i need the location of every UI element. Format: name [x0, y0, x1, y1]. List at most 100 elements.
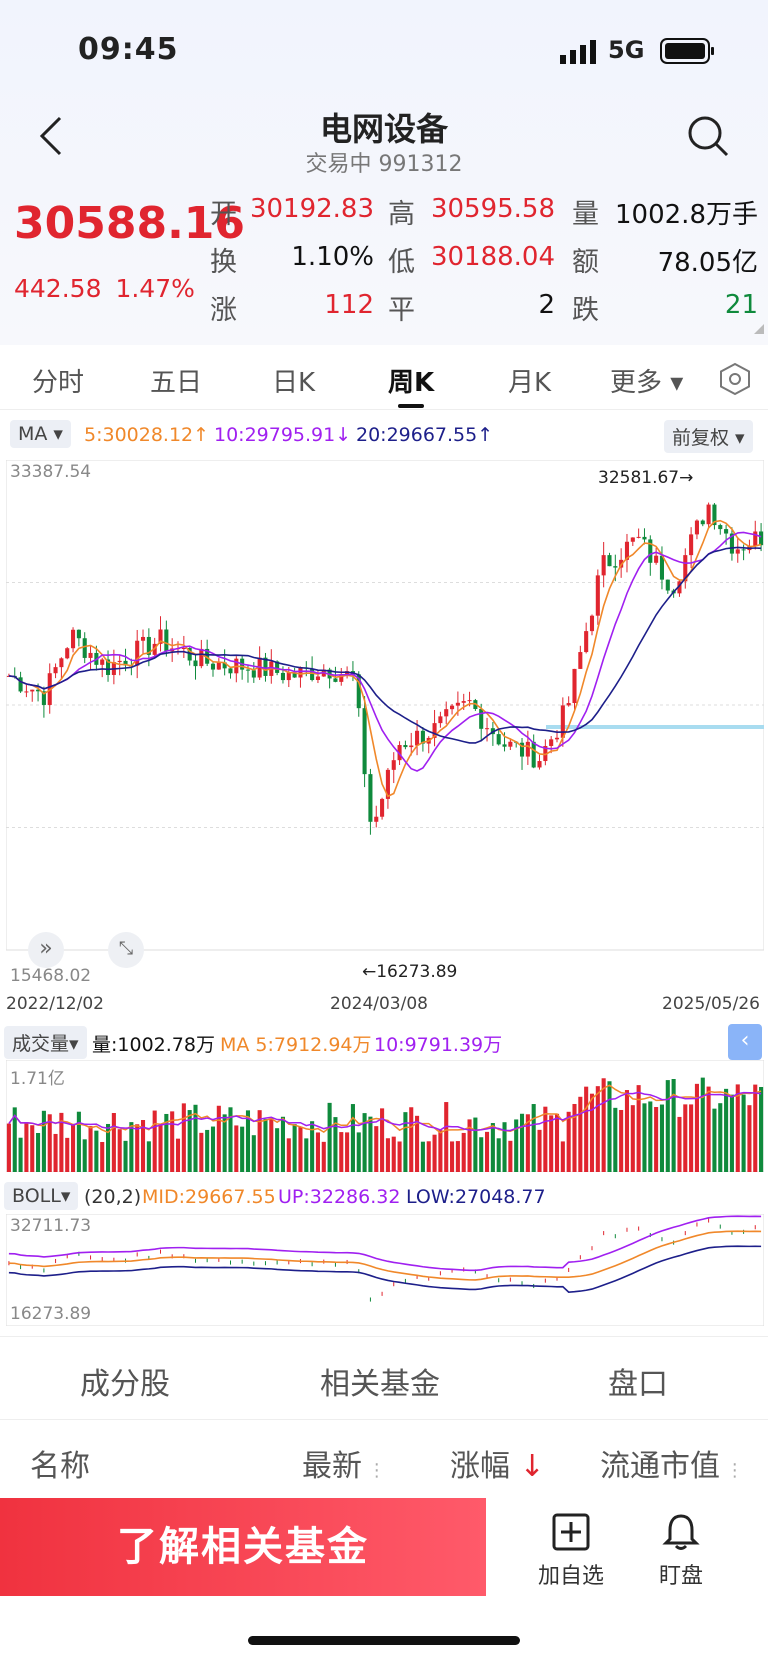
volume-bar [152, 1110, 157, 1172]
adjust-selector[interactable]: 前复权 ▾ [664, 420, 753, 453]
tab-constituents[interactable]: 成分股 [80, 1367, 170, 1402]
monitor-label: 盯盘 [658, 1564, 703, 1589]
volume-bar [712, 1108, 717, 1172]
volume-bar [595, 1086, 600, 1172]
volume-bar [82, 1139, 87, 1172]
kline-candle [525, 741, 530, 757]
kline-chart[interactable] [6, 460, 764, 990]
volume-bar [409, 1107, 414, 1172]
boll-mid: MID:29667.55 [142, 1186, 276, 1208]
kline-candle [549, 739, 554, 746]
volume-bar [292, 1124, 297, 1172]
col-change[interactable]: 涨幅 ↓ [450, 1441, 545, 1485]
col-latest[interactable]: 最新 ⋮ [302, 1449, 386, 1484]
stat-label: 开 [210, 199, 237, 230]
volume-bar [759, 1086, 764, 1172]
volume-bar [210, 1126, 216, 1172]
kline-candle [654, 555, 659, 563]
stat-value: 30188.04 [430, 242, 555, 272]
volume-bar [199, 1132, 204, 1172]
kline-candle [630, 537, 635, 542]
fullscreen-icon[interactable]: ⤡ [108, 932, 144, 968]
volume-bar [508, 1140, 513, 1172]
settings-hex-icon[interactable] [718, 362, 752, 396]
tab-related-funds[interactable]: 相关基金 [320, 1367, 440, 1402]
stat-value: 112 [324, 290, 374, 320]
date-end: 2025/05/26 [662, 994, 760, 1014]
kline-candle [554, 737, 560, 740]
tab-weekly-k[interactable]: 周K [388, 362, 434, 408]
kline-candle [689, 534, 694, 556]
period-tabs: 分时 五日 日K 周K 月K 更多 ▾ [0, 348, 768, 410]
volume-bar [455, 1141, 460, 1172]
kline-candle [187, 648, 192, 661]
volume-bar [642, 1103, 647, 1172]
volume-bar [467, 1119, 472, 1172]
kline-candle [531, 741, 536, 768]
ma-selector[interactable]: MA ▾ [10, 420, 71, 448]
volume-bar [6, 1123, 11, 1172]
volume-bar [339, 1132, 344, 1172]
home-indicator [248, 1636, 520, 1645]
kline-candle [117, 660, 122, 663]
volume-ma10: 10:9791.39万 [374, 1034, 503, 1056]
ma-legend: MA ▾ 5:30028.12↑ 10:29795.91↓ 20:29667.5… [0, 418, 768, 453]
kline-candle [659, 555, 665, 580]
stat-label: 平 [388, 295, 415, 326]
tab-more[interactable]: 更多 ▾ [610, 368, 684, 398]
bell-icon [662, 1514, 700, 1550]
tab-minute[interactable]: 分时 [32, 368, 85, 398]
tab-order-book[interactable]: 盘口 [608, 1367, 668, 1402]
tab-monthly-k[interactable]: 月K [508, 368, 552, 398]
change-percent: 1.47% [115, 274, 195, 303]
kline-candle [624, 541, 630, 560]
col-name[interactable]: 名称 [30, 1449, 90, 1484]
expand-corner-icon[interactable] [754, 324, 764, 334]
volume-bar [263, 1119, 268, 1172]
current-price: 30588.16 [14, 198, 246, 249]
kline-candle [315, 676, 320, 680]
volume-bar [461, 1132, 466, 1172]
volume-bar [659, 1104, 665, 1172]
add-square-icon [552, 1513, 590, 1551]
volume-bar [613, 1107, 618, 1172]
kline-candle [694, 520, 699, 535]
expand-arrows-icon[interactable]: » [28, 932, 64, 968]
collapse-panel-icon[interactable]: ‹ [728, 1024, 762, 1060]
kline-candle [100, 659, 105, 665]
tab-five-day[interactable]: 五日 [150, 368, 203, 398]
volume-bar [385, 1138, 390, 1172]
kline-candle [677, 581, 682, 594]
boll-selector[interactable]: BOLL▾ [4, 1182, 79, 1210]
volume-bar [228, 1107, 233, 1172]
kline-candle [380, 798, 385, 817]
learn-funds-button[interactable]: 了解相关基金 [0, 1498, 486, 1596]
monitor-button[interactable]: 盯盘 [636, 1512, 726, 1590]
volume-bar [677, 1116, 682, 1172]
volume-ma-line [8, 1091, 762, 1132]
volume-bar [432, 1134, 437, 1172]
kline-candle [601, 555, 606, 576]
col-market-cap[interactable]: 流通市值 ⋮ [600, 1449, 744, 1484]
kline-candle [415, 730, 420, 746]
volume-selector[interactable]: 成交量▾ [4, 1026, 87, 1059]
add-watchlist-button[interactable]: 加自选 [526, 1512, 616, 1590]
volume-bar [327, 1102, 332, 1172]
volume-bar [648, 1101, 653, 1172]
signal-icon [560, 40, 596, 64]
stat-value: 2 [538, 290, 555, 320]
top-background [0, 0, 768, 345]
kline-candle [706, 504, 711, 525]
volume-bar [65, 1137, 70, 1172]
kline-candle [735, 549, 740, 554]
back-icon[interactable] [38, 116, 64, 156]
kline-y-bottom: 15468.02 [10, 966, 92, 986]
search-icon[interactable] [686, 114, 730, 158]
kline-candle [374, 816, 379, 822]
ma10-value: 10:29795.91↓ [214, 424, 352, 446]
volume-bar [735, 1084, 740, 1172]
kline-candle [30, 689, 35, 692]
volume-bar [391, 1136, 396, 1172]
volume-bar [105, 1123, 111, 1172]
tab-daily-k[interactable]: 日K [272, 368, 316, 398]
